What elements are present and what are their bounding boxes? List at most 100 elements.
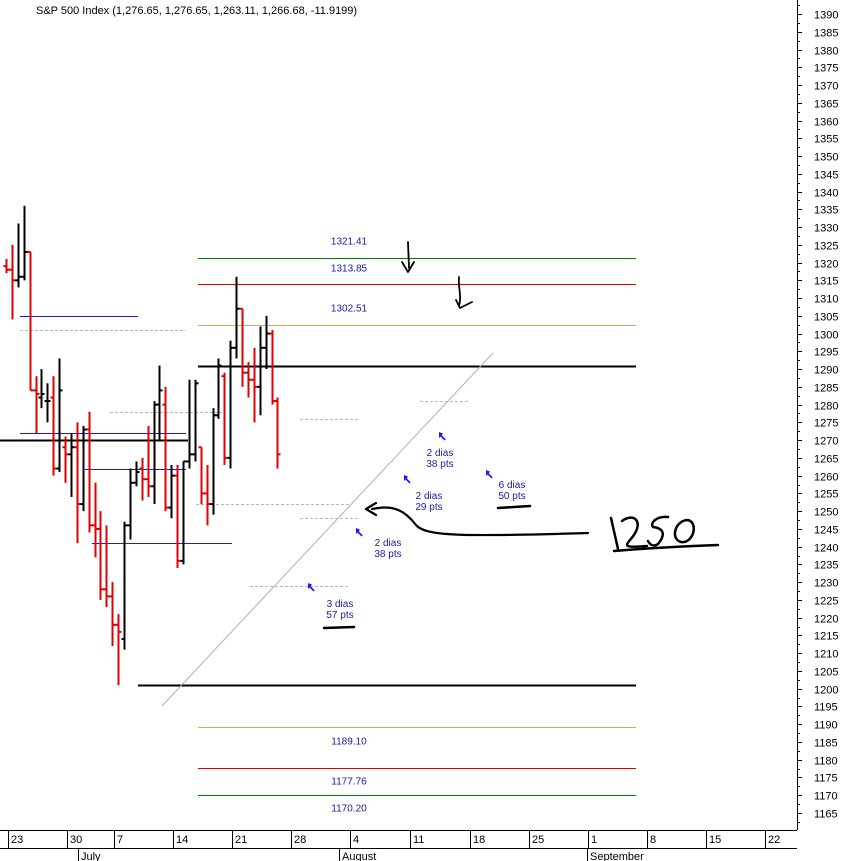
y-tick-label: 1300 [814,330,838,342]
annotation-arrow-icon [486,470,493,479]
y-tick-label: 1280 [814,401,838,413]
annotation-line: 2 dias [375,538,402,549]
y-tick-label: 1265 [814,454,838,466]
y-tick-label: 1375 [814,63,838,75]
y-tick-label: 1170 [814,791,838,803]
y-tick-label: 1365 [814,99,838,111]
x-month-label: September [590,851,644,861]
ohlc-bar [198,446,205,505]
chart-title: S&P 500 Index (1,276.65, 1,276.65, 1,263… [36,5,357,17]
annotation-line: 50 pts [498,491,525,502]
x-day-label: 21 [235,834,247,846]
y-tick-label: 1210 [814,649,838,661]
ohlc-bar [121,521,128,650]
handwritten-mark [407,241,410,269]
annotation-line: 2 dias [416,491,443,502]
y-tick-label: 1250 [814,507,838,519]
ohlc-bar [86,411,93,533]
annotation-line: 29 pts [415,502,442,513]
ohlc-bar [227,340,234,469]
y-tick-label: 1190 [814,720,838,732]
x-day-label: 4 [353,834,359,846]
ohlc-bar [50,376,57,476]
y-tick-label: 1285 [814,383,838,395]
annotation-line: 57 pts [326,610,353,621]
handwritten-mark [455,299,473,309]
ohlc-bar [15,223,22,288]
y-tick-label: 1275 [814,418,838,430]
y-tick-label: 1240 [814,543,838,555]
ohlc-bar [103,525,110,608]
ohlc-bar [251,347,258,423]
x-day-label: 30 [70,834,82,846]
y-tick-label: 1255 [814,489,838,501]
y-tick-label: 1245 [814,525,838,537]
handwritten-mark [673,518,696,544]
annotation-arrow-icon [439,432,446,441]
ohlc-bar [27,250,34,392]
handwritten-mark [620,516,649,548]
y-tick-label: 1175 [814,773,838,785]
ohlc-bar [139,457,146,501]
annotation-arrow-icon [356,528,363,537]
ohlc-bar [162,386,169,512]
ohlc-bar [133,461,140,487]
ohlc-bar [62,436,69,483]
y-tick-label: 1270 [814,436,838,448]
ohlc-bar [9,244,16,320]
handwritten-mark [646,515,670,547]
level-label: 1177.76 [331,777,367,788]
annotation-arrow-icon [308,583,315,592]
y-tick-label: 1195 [814,702,838,714]
ohlc-bar [210,408,217,515]
ohlc-bar [174,464,181,568]
ohlc-bar [145,425,152,497]
ohlc-bar [115,614,122,686]
x-month-label: August [342,851,376,861]
x-month-label: July [81,851,101,861]
trend-line [161,352,494,707]
y-tick-label: 1205 [814,667,838,679]
y-tick-label: 1165 [814,809,838,821]
y-tick-label: 1315 [814,276,838,288]
handwritten-mark [401,261,415,273]
ohlc-bar [33,376,40,434]
ohlc-bar [168,464,175,519]
ohlc-bar [92,482,99,558]
handwritten-mark [370,506,590,537]
handwritten-mark [609,516,620,551]
y-tick-label: 1235 [814,560,838,572]
level-label: 1313.85 [331,263,368,274]
handwritten-mark [322,625,356,630]
annotation-line: 6 dias [499,480,526,491]
ohlc-bar [56,358,63,473]
y-tick-label: 1310 [814,294,838,306]
ohlc-bar [257,326,264,416]
x-day-label: 25 [532,834,544,846]
handwritten-mark [364,501,378,517]
ohlc-bar [156,365,163,441]
annotation-line: 38 pts [374,549,401,560]
y-tick-label: 1350 [814,152,838,164]
level-label: 1321.41 [331,237,368,248]
ohlc-bar [192,379,199,462]
x-day-label: 7 [117,834,123,846]
ohlc-bar [186,379,193,469]
y-tick-label: 1330 [814,223,838,235]
x-day-label: 18 [473,834,485,846]
y-tick-label: 1385 [814,28,838,40]
annotation-line: 38 pts [426,459,453,470]
y-tick-label: 1185 [814,738,838,750]
x-day-label: 1 [591,834,597,846]
ohlc-bar [151,401,158,505]
y-tick-label: 1325 [814,241,838,253]
y-tick-label: 1390 [814,10,838,22]
x-day-label: 23 [11,834,23,846]
ohlc-bar [21,205,28,281]
x-day-label: 22 [768,834,780,846]
handwritten-mark [457,276,462,307]
y-tick-label: 1200 [814,685,838,697]
y-tick-label: 1305 [814,312,838,324]
ohlc-bar [239,307,246,387]
